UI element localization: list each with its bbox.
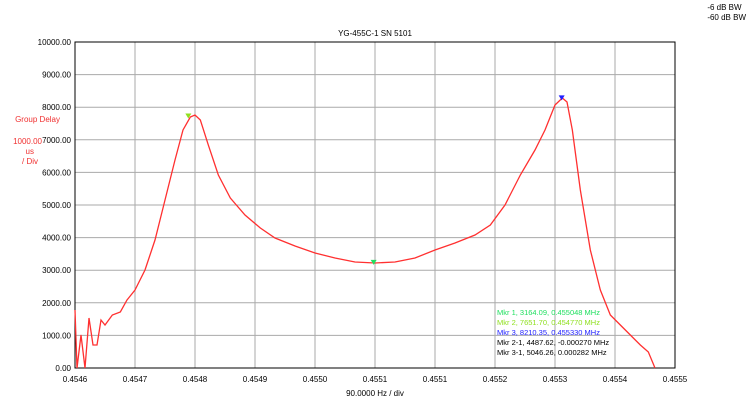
y-tick-label: 8000.00 [42,103,71,112]
marker-2-icon [185,113,192,119]
bw-60db: -60 dB BW [707,13,746,22]
x-axis-label: 90.0000 Hz / div [346,389,404,398]
x-tick-label: 0.4555 [663,375,688,384]
chart-title: YG-455C-1 SN 5101 [338,29,412,38]
bw-6db: -6 dB BW [707,3,742,12]
plot-frame [74,41,676,369]
y-scale-value: 1000.00 [13,137,42,146]
y-tick-label: 3000.00 [42,266,71,275]
y-scale-per-div: / Div [22,157,38,166]
x-tick-label: 0.4547 [123,375,148,384]
y-tick-label: 1000.00 [42,331,71,340]
marker-2-readout: Mkr 2, 7651.70, 0.454770 MHz [497,318,600,327]
y-tick-label: 4000.00 [42,234,71,243]
marker-1-icon [370,259,377,265]
x-tick-label: 0.4551 [423,375,448,384]
x-tick-label: 0.4550 [303,375,328,384]
bandwidth-readout: -6 dB BW -60 dB BW [707,3,746,23]
delta-3-1-readout: Mkr 3-1, 5046.26, 0.000282 MHz [497,348,607,357]
marker-3-icon [558,95,565,101]
x-tick-label: 0.4551 [363,375,388,384]
x-tick-label: 0.4553 [543,375,568,384]
delta-2-1-readout: Mkr 2-1, 4487.62, -0.000270 MHz [497,338,610,347]
x-tick-label: 0.4548 [183,375,208,384]
y-tick-label: 9000.00 [42,71,71,80]
y-axis-label: Group Delay 1000.00 us / Div [0,115,60,167]
group-delay-line [74,97,656,369]
x-tick-label: 0.4554 [603,375,628,384]
y-scale-unit: us [25,147,34,156]
x-tick-label: 0.4549 [243,375,268,384]
x-tick-label: 0.4552 [483,375,508,384]
y-tick-label: 5000.00 [42,201,71,210]
marker-1-readout: Mkr 1, 3164.09, 0.455048 MHz [497,308,600,317]
y-tick-label: 0.00 [55,364,71,373]
marker-3-readout: Mkr 3, 8210.35, 0.455330 MHz [497,328,600,337]
y-tick-label: 10000.00 [38,38,72,47]
marker-legend: Mkr 1, 3164.09, 0.455048 MHz Mkr 2, 7651… [497,308,609,358]
x-tick-label: 0.4546 [63,375,88,384]
y-tick-label: 7000.00 [42,136,71,145]
y-tick-label: 6000.00 [42,168,71,177]
y-tick-label: 2000.00 [42,299,71,308]
y-axis-title: Group Delay [15,115,60,124]
